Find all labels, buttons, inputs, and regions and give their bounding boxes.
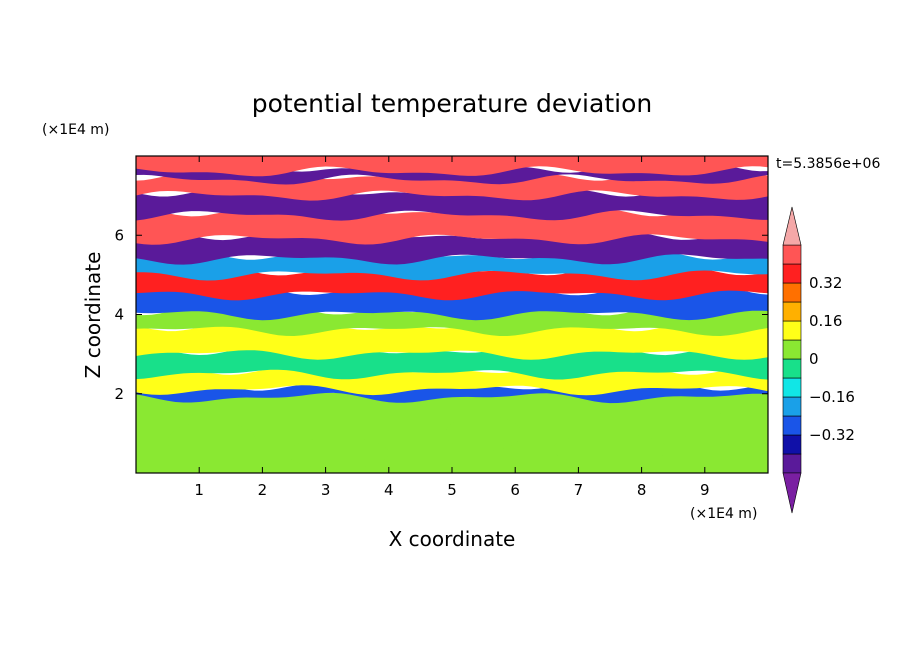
colorbar-box	[782, 282, 802, 303]
y-unit-label: (×1E4 m)	[42, 122, 109, 138]
x-axis: 1 2 3 4 5 6 7 8 9	[194, 156, 710, 499]
colorbar-box	[782, 339, 802, 360]
colorbar-tick-label: −0.32	[809, 426, 855, 444]
colorbar-box	[782, 301, 802, 322]
colorbar-box	[782, 377, 802, 398]
colorbar-tick-label: 0.32	[809, 274, 842, 292]
colorbar-min-triangle	[782, 472, 802, 514]
y-axis-label: Z coordinate	[81, 252, 105, 379]
x-unit-label: (×1E4 m)	[690, 506, 757, 522]
colorbar-tick-label: 0.16	[809, 312, 842, 330]
colorbar-box	[782, 244, 802, 265]
colorbar-box	[782, 263, 802, 284]
x-tick-label: 6	[510, 481, 520, 499]
colorbar-tick-label: 0	[809, 350, 819, 368]
colorbar: 0.32 0.16 0 −0.16 −0.32	[782, 206, 855, 514]
colorbar-box	[782, 415, 802, 436]
contour-patch	[167, 421, 257, 462]
y-tick-label: 6	[114, 226, 124, 244]
x-axis-label: X coordinate	[389, 527, 516, 551]
colorbar-box	[782, 358, 802, 379]
x-tick-label: 2	[258, 481, 268, 499]
contour-patch	[673, 411, 737, 440]
contour-patch	[553, 433, 667, 466]
chart-title: potential temperature deviation	[252, 89, 652, 118]
x-tick-label: 5	[447, 481, 457, 499]
colorbar-box	[782, 320, 802, 341]
x-tick-label: 8	[637, 481, 647, 499]
contour-band	[136, 156, 768, 177]
x-tick-label: 3	[321, 481, 331, 499]
colorbar-box	[782, 396, 802, 417]
y-tick-label: 4	[114, 306, 124, 324]
x-tick-label: 7	[574, 481, 584, 499]
contour-patch	[287, 437, 389, 470]
colorbar-max-triangle	[782, 206, 802, 246]
y-tick-label: 2	[114, 385, 124, 403]
x-tick-label: 1	[194, 481, 204, 499]
contour-patch	[445, 415, 522, 452]
y-axis: 2 4 6	[114, 226, 768, 403]
time-label: t=5.3856e+06	[776, 156, 880, 172]
colorbar-tick-label: −0.16	[809, 388, 855, 406]
contour-field	[136, 156, 768, 473]
colorbar-box	[782, 453, 802, 474]
colorbar-box	[782, 434, 802, 455]
x-tick-label: 4	[384, 481, 394, 499]
x-tick-label: 9	[700, 481, 710, 499]
